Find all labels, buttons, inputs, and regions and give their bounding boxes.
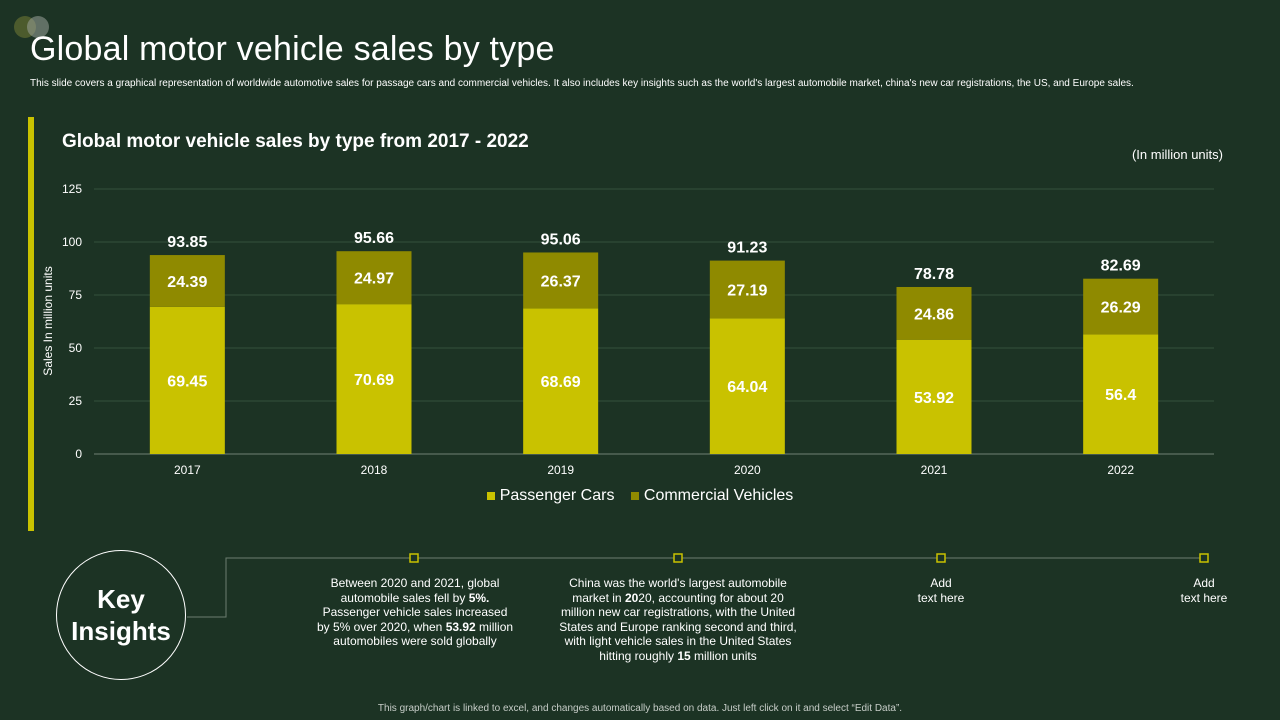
data-label-commercial: 24.39: [167, 274, 207, 291]
bar-commercial-vehicles: [709, 260, 785, 319]
data-label-passenger: 70.69: [354, 372, 394, 389]
legend-swatch-passenger: [486, 492, 495, 500]
total-label: 91.23: [727, 240, 767, 257]
timeline-marker-1: [409, 553, 419, 563]
x-tick-label: 2018: [361, 463, 388, 477]
units-note: (In million units): [1131, 147, 1223, 162]
chart-legend: Passenger Cars Commercial Vehicles: [0, 487, 1280, 505]
legend-swatch-commercial: [630, 492, 639, 500]
data-label-commercial: 27.19: [727, 282, 767, 299]
total-label: 82.69: [1101, 258, 1141, 275]
bar-passenger-cars: [1083, 334, 1159, 454]
insight-text-4: Add text here: [1180, 576, 1228, 605]
y-axis-label: Sales In million units: [41, 266, 55, 375]
legend-label-commercial: Commercial Vehicles: [643, 487, 794, 504]
data-label-passenger: 53.92: [914, 390, 954, 407]
chart-title: Global motor vehicle sales by type from …: [62, 131, 529, 152]
y-tick-label: 100: [62, 235, 82, 249]
y-tick-label: 125: [62, 182, 82, 196]
data-label-commercial: 24.86: [914, 306, 954, 323]
total-label: 93.85: [167, 234, 207, 251]
bar-passenger-cars: [336, 304, 412, 454]
data-label-commercial: 26.37: [541, 273, 581, 290]
bar-passenger-cars: [149, 306, 225, 454]
x-tick-label: 2020: [734, 463, 761, 477]
timeline-line: [187, 557, 1205, 618]
y-tick-label: 75: [69, 288, 83, 302]
accent-bar: [28, 117, 34, 531]
timeline-marker-4: [1199, 553, 1209, 563]
x-tick-label: 2017: [174, 463, 201, 477]
legend-item-commercial[interactable]: Commercial Vehicles: [630, 487, 794, 505]
y-tick-label: 50: [69, 341, 83, 355]
bar-commercial-vehicles: [149, 255, 225, 307]
footer-note: This graph/chart is linked to excel, and…: [377, 703, 903, 714]
total-label: 78.78: [914, 266, 954, 283]
data-label-passenger: 68.69: [541, 374, 581, 391]
legend-item-passenger[interactable]: Passenger Cars: [486, 487, 615, 505]
slide-title: Global motor vehicle sales by type: [30, 30, 555, 68]
logo-mark: [14, 14, 54, 40]
logo-circle-light: [27, 16, 49, 38]
bar-commercial-vehicles: [1083, 278, 1159, 335]
y-tick-label: 0: [75, 447, 82, 461]
total-label: 95.66: [354, 230, 394, 247]
timeline-marker-2: [673, 553, 683, 563]
key-insights-label: Key Insights: [71, 584, 171, 646]
data-label-commercial: 24.97: [354, 271, 394, 288]
bar-passenger-cars: [896, 339, 972, 454]
total-label: 95.06: [541, 231, 581, 248]
bar-commercial-vehicles: [336, 251, 412, 305]
key-insights-circle: Key Insights: [56, 550, 186, 680]
slide-subtitle: This slide covers a graphical representa…: [30, 78, 1134, 89]
x-tick-label: 2019: [547, 463, 574, 477]
bar-passenger-cars: [709, 318, 785, 454]
data-label-commercial: 26.29: [1101, 300, 1141, 317]
y-tick-label: 25: [69, 394, 83, 408]
data-label-passenger: 69.45: [167, 373, 207, 390]
bar-commercial-vehicles: [523, 252, 599, 309]
insight-text-3: Add text here: [917, 576, 965, 605]
timeline-marker-3: [936, 553, 946, 563]
bar-passenger-cars: [523, 308, 599, 454]
insight-text-2: China was the world's largest automobile…: [559, 576, 797, 663]
x-tick-label: 2021: [921, 463, 948, 477]
bar-commercial-vehicles: [896, 286, 972, 340]
legend-label-passenger: Passenger Cars: [499, 487, 615, 504]
insight-text-1: Between 2020 and 2021, global automobile…: [316, 576, 514, 648]
x-tick-label: 2022: [1107, 463, 1134, 477]
stacked-bar-chart: 0 25 50 75 100 125 Sales In million units 69.45…: [41, 182, 1214, 477]
data-label-passenger: 64.04: [727, 379, 767, 396]
data-label-passenger: 56.4: [1105, 387, 1136, 404]
